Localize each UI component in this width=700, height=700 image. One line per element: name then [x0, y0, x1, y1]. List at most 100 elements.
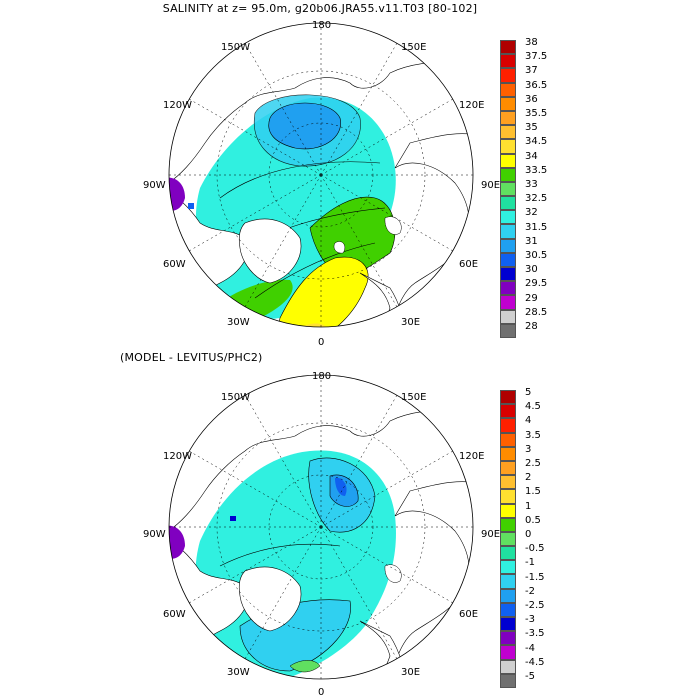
difference-colorbar-swatch	[500, 404, 516, 419]
salinity-polar-map	[168, 22, 474, 328]
lon-label-120w: 120W	[163, 100, 192, 111]
bottom-map-title: (MODEL - LEVITUS/PHC2)	[120, 351, 263, 364]
salinity-colorbar-swatch	[500, 224, 516, 239]
salinity-colorbar-swatch	[500, 139, 516, 154]
difference-colorbar-tick-label: 0	[525, 529, 532, 540]
difference-colorbar-tick-label: 4.5	[525, 401, 541, 413]
lon-label-30w-bottom: 30W	[227, 667, 250, 678]
lon-label-90w-bottom: 90W	[143, 529, 166, 540]
difference-colorbar-swatch	[500, 460, 516, 476]
difference-colorbar-swatch	[500, 503, 516, 518]
difference-colorbar-swatch	[500, 446, 516, 461]
salinity-colorbar-tick-label: 37.5	[525, 51, 548, 63]
top-map-title: SALINITY at z= 95.0m, g20b06.JRA55.v11.T…	[162, 2, 478, 15]
salinity-colorbar-tick-label: 34.5	[525, 136, 548, 148]
lon-label-60w-bottom: 60W	[163, 609, 186, 620]
difference-colorbar-tick-label: 1.5	[525, 486, 541, 498]
difference-colorbar-swatch	[500, 489, 516, 504]
salinity-colorbar-swatch	[500, 309, 516, 324]
difference-colorbar-tick-label: -5	[525, 671, 535, 682]
salinity-colorbar-tick-label: 37	[525, 65, 538, 77]
salinity-colorbar-swatch	[500, 40, 516, 55]
salinity-colorbar-tick-label: 36.5	[525, 79, 548, 91]
difference-colorbar-tick-label: 0.5	[525, 514, 541, 526]
salinity-colorbar-tick-label: 30.5	[525, 250, 548, 261]
difference-colorbar-tick-label: 2.5	[525, 458, 541, 469]
salinity-colorbar-swatch	[500, 110, 516, 126]
salinity-colorbar-tick-label: 32.5	[525, 193, 548, 205]
lon-label-60e: 60E	[459, 259, 479, 270]
salinity-colorbar-tick-label: 31	[525, 235, 538, 247]
difference-colorbar-swatch	[500, 602, 516, 617]
salinity-colorbar-swatch	[500, 181, 516, 197]
lon-label-60w: 60W	[163, 259, 186, 270]
difference-colorbar-tick-label: -2.5	[525, 600, 545, 611]
difference-colorbar-tick-label: 3	[525, 443, 532, 455]
difference-colorbar-tick-label: -3	[525, 614, 535, 626]
salinity-colorbar-tick-label: 28.5	[525, 306, 548, 318]
salinity-colorbar-swatch	[500, 323, 516, 338]
salinity-colorbar-tick-label: 31.5	[525, 221, 548, 233]
salinity-colorbar-tick-label: 28	[525, 321, 538, 332]
salinity-colorbar-swatch	[500, 125, 516, 140]
difference-colorbar-swatch	[500, 432, 516, 447]
salinity-colorbar-swatch	[500, 267, 516, 282]
difference-colorbar-tick-label: -1	[525, 557, 535, 569]
salinity-colorbar-swatch	[500, 281, 516, 296]
salinity-colorbar-swatch	[500, 68, 516, 83]
difference-colorbar-swatch	[500, 475, 516, 490]
lon-label-0: 0	[318, 337, 325, 348]
difference-colorbar-tick-label: -3.5	[525, 628, 545, 640]
difference-colorbar-swatch	[500, 531, 516, 547]
difference-colorbar-tick-label: 2	[525, 472, 532, 484]
salinity-colorbar-swatch	[500, 196, 516, 211]
difference-colorbar-tick-label: 1	[525, 500, 532, 512]
salinity-colorbar-tick-label: 33.5	[525, 164, 548, 176]
difference-colorbar-swatch	[500, 546, 516, 561]
salinity-colorbar-swatch	[500, 295, 516, 310]
salinity-colorbar-tick-label: 29	[525, 292, 538, 304]
salinity-colorbar-swatch	[500, 238, 516, 253]
difference-colorbar-swatch	[500, 645, 516, 660]
salinity-colorbar-swatch	[500, 82, 516, 97]
lon-label-150e-bottom: 150E	[401, 392, 427, 403]
difference-colorbar-tick-label: -4	[525, 642, 535, 654]
difference-colorbar-tick-label: 5	[525, 387, 532, 398]
difference-colorbar-swatch	[500, 617, 516, 632]
difference-colorbar-swatch	[500, 560, 516, 575]
difference-colorbar-tick-label: 3.5	[525, 429, 541, 441]
difference-colorbar	[500, 390, 516, 688]
salinity-colorbar-tick-label: 29.5	[525, 278, 548, 290]
salinity-colorbar-tick-label: 36	[525, 93, 538, 105]
difference-colorbar-tick-label: 4	[525, 415, 532, 427]
difference-colorbar-tick-label: -0.5	[525, 543, 545, 555]
difference-colorbar-tick-label: -2	[525, 585, 535, 597]
difference-colorbar-swatch	[500, 673, 516, 688]
salinity-colorbar-swatch	[500, 210, 516, 225]
salinity-colorbar-tick-label: 38	[525, 37, 538, 48]
lon-label-60e-bottom: 60E	[459, 609, 479, 620]
lon-label-150w-bottom: 150W	[221, 392, 250, 403]
salinity-colorbar-swatch	[500, 153, 516, 168]
difference-colorbar-swatch	[500, 390, 516, 405]
difference-colorbar-swatch	[500, 418, 516, 433]
salinity-colorbar-tick-label: 34	[525, 150, 538, 162]
lon-label-0-bottom: 0	[318, 687, 325, 698]
salinity-colorbar-swatch	[500, 167, 516, 182]
lon-label-90w: 90W	[143, 180, 166, 191]
lon-label-30w: 30W	[227, 317, 250, 328]
salinity-colorbar-tick-label: 35	[525, 122, 538, 134]
difference-colorbar-tick-label: -4.5	[525, 656, 545, 668]
salinity-colorbar-tick-label: 35.5	[525, 108, 548, 119]
lon-label-120e: 120E	[459, 100, 485, 111]
salinity-colorbar-swatch	[500, 252, 516, 267]
lon-label-180-bottom: 180	[312, 371, 332, 382]
salinity-colorbar-swatch	[500, 54, 516, 69]
difference-colorbar-swatch	[500, 659, 516, 674]
difference-colorbar-swatch	[500, 631, 516, 646]
lon-label-30e: 30E	[401, 317, 421, 328]
salinity-colorbar	[500, 40, 516, 338]
lon-label-90e: 90E	[481, 180, 501, 191]
difference-colorbar-tick-label: -1.5	[525, 571, 545, 583]
difference-colorbar-swatch	[500, 588, 516, 603]
